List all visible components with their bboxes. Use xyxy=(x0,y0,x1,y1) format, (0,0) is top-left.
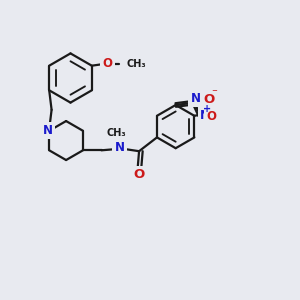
Text: CH₃: CH₃ xyxy=(126,59,146,69)
Text: N: N xyxy=(115,141,124,154)
Text: O: O xyxy=(203,92,214,106)
Text: N: N xyxy=(200,109,210,122)
Text: +: + xyxy=(203,104,211,114)
Text: ⁻: ⁻ xyxy=(211,88,217,99)
Text: CH₃: CH₃ xyxy=(106,128,126,138)
Text: N: N xyxy=(190,92,200,105)
Text: O: O xyxy=(102,57,112,70)
Text: N: N xyxy=(43,124,53,137)
Text: O: O xyxy=(206,110,216,123)
Text: O: O xyxy=(134,168,145,181)
